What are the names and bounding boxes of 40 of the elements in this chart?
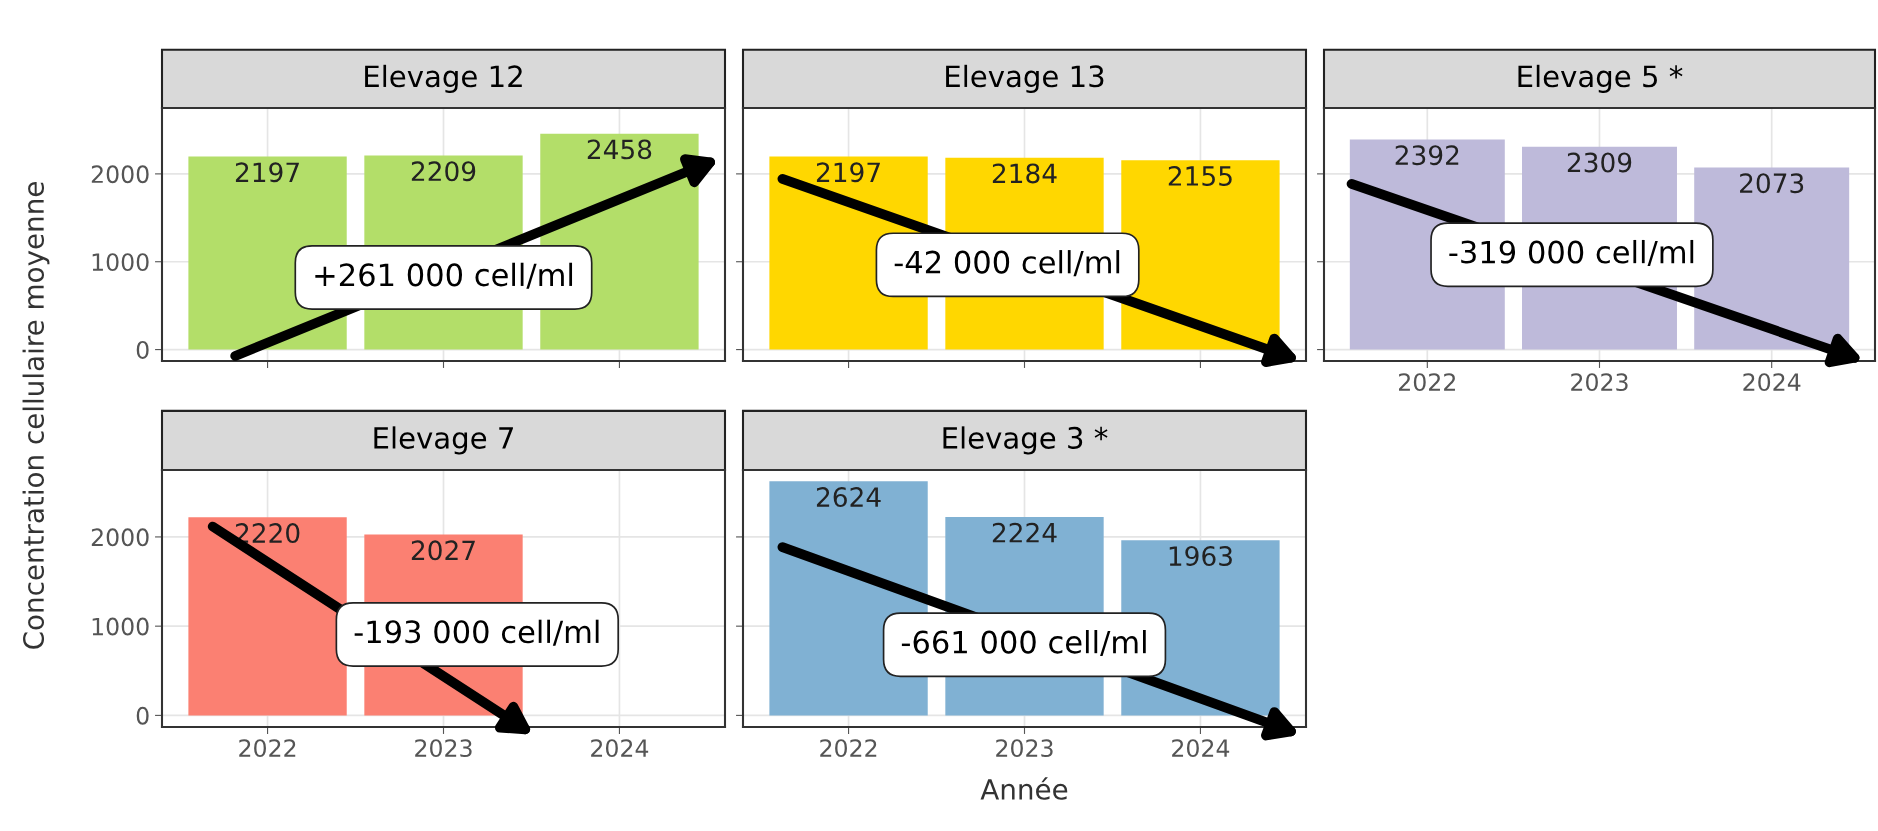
data-label: 2224 — [992, 522, 1057, 543]
data-label: 1963 — [1169, 546, 1232, 567]
data-label: 2155 — [1168, 166, 1232, 186]
data-label: 2073 — [1740, 173, 1804, 194]
y-tick-label: 0 — [136, 706, 149, 725]
chart-title: Elevage 12 — [365, 64, 522, 94]
x-tick-label: 2023 — [1571, 373, 1628, 392]
x-tick-label: 2022 — [1399, 373, 1455, 392]
annotation: -42 000 cell/ml — [894, 250, 1120, 277]
y-tick-label: 2000 — [91, 528, 149, 547]
data-label: 2309 — [1567, 152, 1632, 173]
x-axis-title: Année — [980, 777, 1068, 800]
y-tick-label: 0 — [136, 341, 149, 359]
annotation: -193 000 cell/ml — [354, 619, 599, 646]
x-tick-label: 2023 — [415, 739, 472, 758]
data-label: 2027 — [411, 540, 475, 561]
data-label: 2197 — [235, 162, 299, 183]
data-label: 2392 — [1395, 145, 1459, 166]
chart-title: Elevage 7 — [374, 426, 513, 455]
data-label: 2458 — [587, 139, 652, 160]
x-tick-label: 2022 — [239, 739, 296, 758]
chart-title: Elevage 3 * — [943, 426, 1108, 455]
annotation: -661 000 cell/ml — [901, 629, 1146, 657]
y-tick-label: 1000 — [92, 617, 149, 636]
x-tick-label: 2024 — [1743, 373, 1801, 392]
y-tick-label: 2000 — [91, 165, 149, 184]
x-tick-label: 2024 — [1172, 739, 1230, 758]
annotation: -319 000 cell/ml — [1449, 239, 1694, 267]
x-tick-label: 2023 — [996, 739, 1053, 758]
y-axis-title: Concentration cellulaire moyenne — [22, 182, 50, 649]
x-tick-label: 2024 — [591, 739, 649, 758]
data-label: 2624 — [816, 487, 881, 508]
data-label: 2209 — [411, 161, 476, 182]
x-tick-label: 2022 — [820, 739, 877, 758]
chart-title: Elevage 5 * — [1518, 64, 1683, 94]
data-label: 2184 — [992, 163, 1057, 184]
data-label: 2197 — [816, 162, 880, 183]
y-tick-label: 1000 — [92, 253, 149, 272]
chart-title: Elevage 13 — [946, 64, 1104, 94]
annotation: +261 000 cell/ml — [315, 262, 573, 289]
